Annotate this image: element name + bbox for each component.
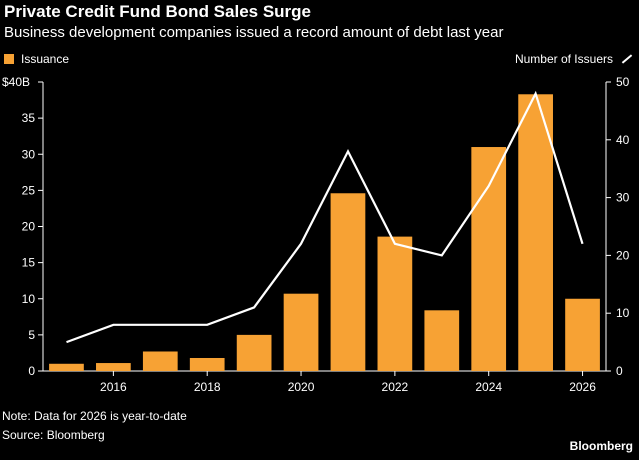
right-tick-label: 50 [616, 75, 630, 89]
right-axis-ticks: 0 10 20 30 40 50 [606, 75, 630, 378]
issuance-bar [189, 357, 225, 371]
issuance-bar [518, 94, 553, 371]
source-note: Source: Bloomberg [2, 428, 105, 442]
x-tick-label: 2016 [100, 380, 127, 394]
issuance-bar [330, 193, 366, 371]
issuance-bar [49, 363, 84, 371]
legend-issuance: Issuance [4, 52, 69, 66]
right-tick-label: 0 [616, 364, 623, 378]
issuance-bar [283, 293, 319, 371]
legend-issuance-label: Issuance [21, 52, 70, 66]
x-tick-label: 2022 [382, 380, 409, 394]
brand-logo: Bloomberg [569, 439, 633, 453]
issuance-bar [471, 147, 507, 371]
issuance-bar [424, 310, 460, 371]
issuance-bar [236, 334, 272, 371]
issuance-bar [142, 351, 178, 371]
left-tick-label: 35 [22, 111, 36, 125]
x-tick-label: 2018 [194, 380, 221, 394]
issuance-bar [377, 236, 413, 371]
left-tick-label: 15 [22, 256, 36, 270]
right-tick-label: 10 [616, 306, 630, 320]
chart-subtitle: Business development companies issued a … [4, 24, 504, 41]
right-tick-label: 30 [616, 191, 630, 205]
right-tick-label: 40 [616, 133, 630, 147]
left-tick-label: 20 [22, 220, 36, 234]
x-tick-label: 2026 [569, 380, 596, 394]
legend-bar-swatch-icon [4, 54, 14, 64]
left-tick-label: 30 [22, 147, 36, 161]
chart-title: Private Credit Fund Bond Sales Surge [4, 2, 312, 21]
left-axis-ticks: 0 5 10 15 20 25 30 35 $40B [2, 75, 43, 378]
left-tick-label: 10 [22, 292, 36, 306]
x-axis-ticks: 2016 2018 2020 2022 2024 2026 [100, 371, 596, 394]
right-tick-label: 20 [616, 248, 630, 262]
x-tick-label: 2020 [288, 380, 315, 394]
issuers-line [66, 90, 584, 344]
left-tick-label: 5 [28, 328, 35, 342]
left-tick-label: 0 [28, 364, 35, 378]
x-tick-label: 2024 [475, 380, 502, 394]
legend-issuers: Number of Issuers [515, 52, 633, 66]
issuance-bars [49, 94, 600, 371]
footnote: Note: Data for 2026 is year-to-date [2, 409, 187, 423]
legend-issuers-label: Number of Issuers [514, 52, 613, 66]
issuance-bar [565, 298, 600, 371]
issuance-bar [96, 363, 131, 371]
left-tick-label: $40B [2, 75, 30, 89]
left-tick-label: 25 [22, 183, 36, 197]
